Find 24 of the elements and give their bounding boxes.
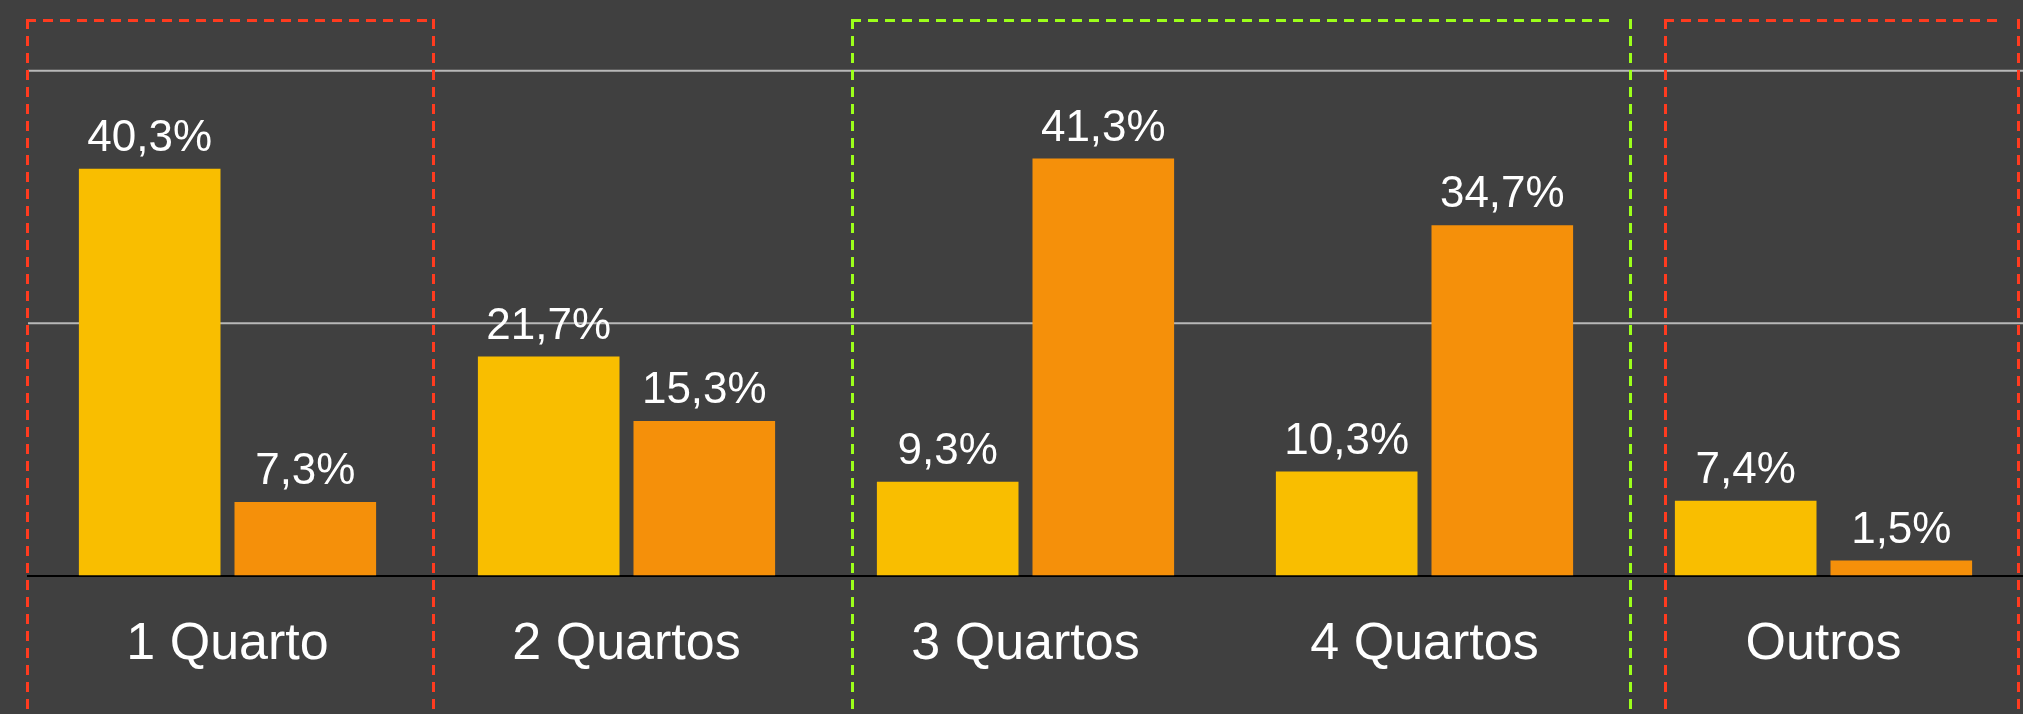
data-label: 7,4% [1695,443,1796,493]
x-tick-label: 2 Quartos [512,612,741,671]
x-tick-label: 1 Quarto [126,612,329,671]
data-label: 10,3% [1284,413,1410,463]
data-label: 7,3% [255,444,356,494]
bar [78,168,221,576]
x-tick-label: 4 Quartos [1310,612,1539,671]
data-label: 1,5% [1851,502,1952,552]
data-label: 34,7% [1439,167,1565,217]
bar [1032,158,1175,576]
bar [876,481,1019,576]
bar [1674,500,1817,576]
data-label: 9,3% [897,423,998,473]
data-label: 15,3% [641,363,767,413]
x-tick-label: 3 Quartos [911,612,1140,671]
x-tick-label: Outros [1745,612,1902,671]
data-label: 40,3% [87,110,213,160]
bar [477,356,620,576]
bar [1431,225,1574,576]
bar [234,501,377,576]
data-label: 41,3% [1040,100,1166,150]
bar [1275,471,1418,576]
bar [1830,560,1973,576]
bar [633,421,776,576]
